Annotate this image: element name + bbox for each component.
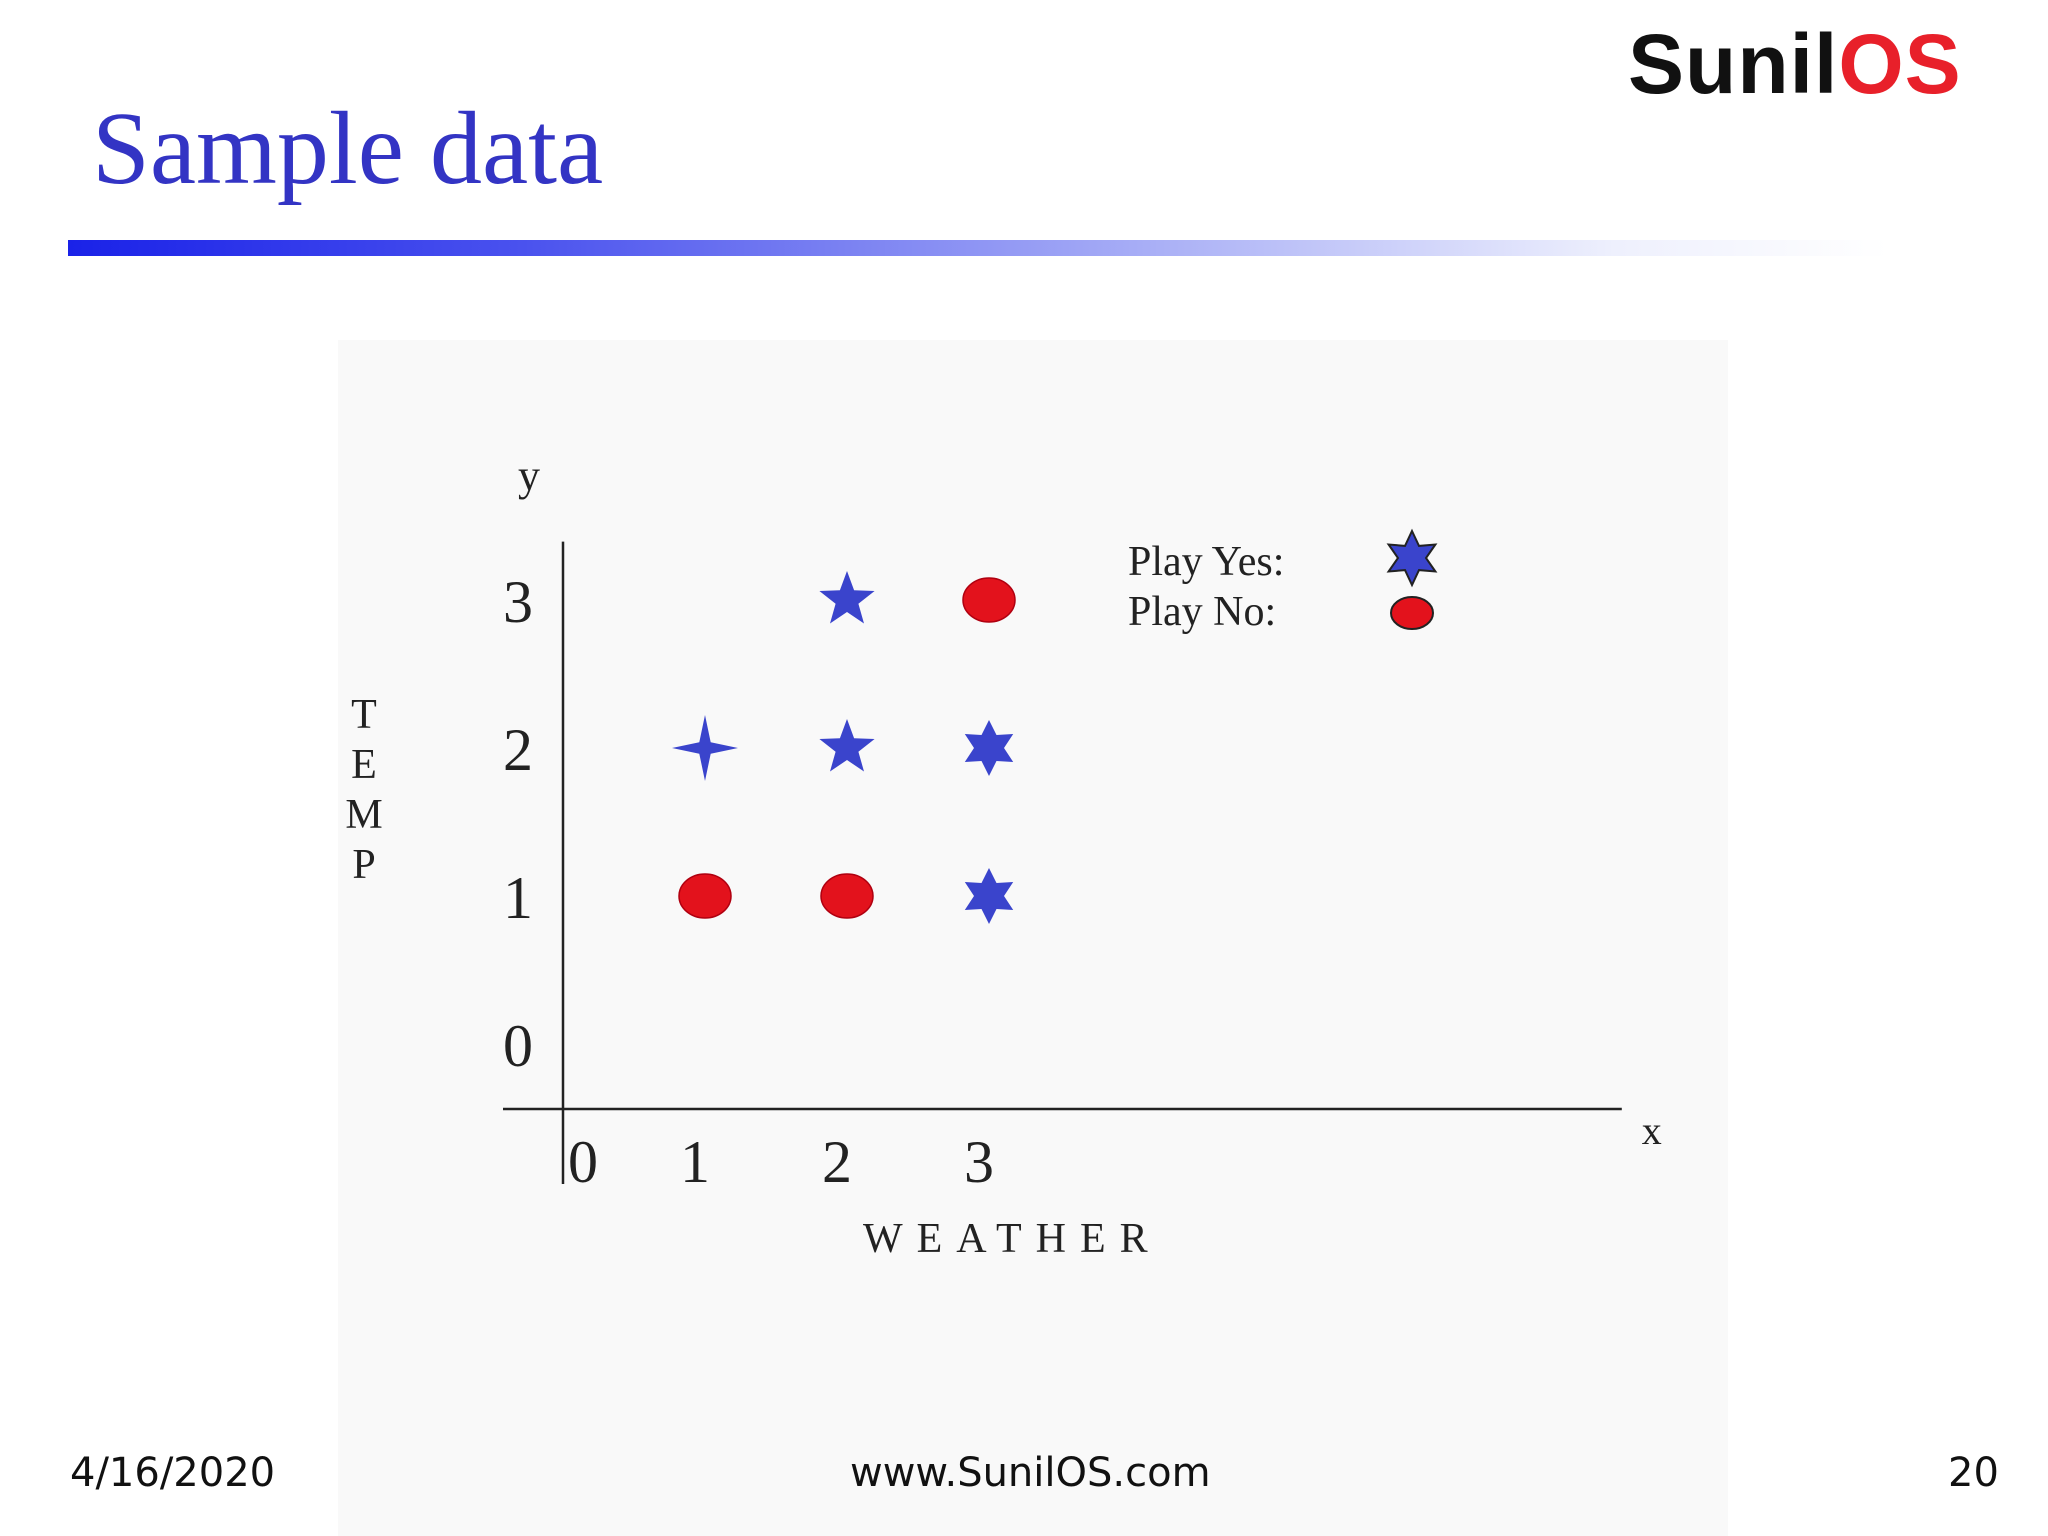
play-yes-point xyxy=(964,868,1014,924)
logo-text-os: OS xyxy=(1838,17,1962,111)
legend-marker-no xyxy=(1390,596,1434,630)
legend-label: Play No: xyxy=(1128,589,1276,635)
y-tick-label: 0 xyxy=(503,1013,533,1079)
play-no-point xyxy=(678,873,732,919)
legend-label: Play Yes: xyxy=(1128,539,1284,585)
play-yes-point xyxy=(672,715,738,781)
play-no-point xyxy=(962,577,1016,623)
logo-text-sunil: Sunil xyxy=(1628,17,1839,111)
slide-date: 4/16/2020 xyxy=(70,1450,276,1496)
play-yes-point xyxy=(964,720,1014,776)
x-tick-label: 1 xyxy=(680,1129,710,1195)
play-no-point xyxy=(820,873,874,919)
x-tick-label: 2 xyxy=(822,1129,852,1195)
x-axis-title: WEATHER xyxy=(863,1216,1162,1262)
legend-marker-yes xyxy=(1386,528,1438,588)
play-yes-point xyxy=(819,571,875,624)
y-tick-label: 1 xyxy=(503,865,533,931)
x-tick-label: 3 xyxy=(964,1129,994,1195)
play-yes-point xyxy=(819,719,875,772)
page-number: 20 xyxy=(1948,1450,1999,1496)
y-axis-name: y xyxy=(518,451,540,500)
y-tick-label: 3 xyxy=(503,569,533,635)
title-underline xyxy=(68,240,1888,256)
sunilos-logo: SunilOS xyxy=(1628,22,1962,106)
x-tick-label: 0 xyxy=(568,1129,598,1195)
website-link[interactable]: www.SunilOS.com xyxy=(850,1450,1211,1496)
y-tick-label: 2 xyxy=(503,717,533,783)
x-axis-name: x xyxy=(1642,1108,1662,1153)
slide-title: Sample data xyxy=(92,91,604,206)
chart-panel xyxy=(338,340,1728,1536)
